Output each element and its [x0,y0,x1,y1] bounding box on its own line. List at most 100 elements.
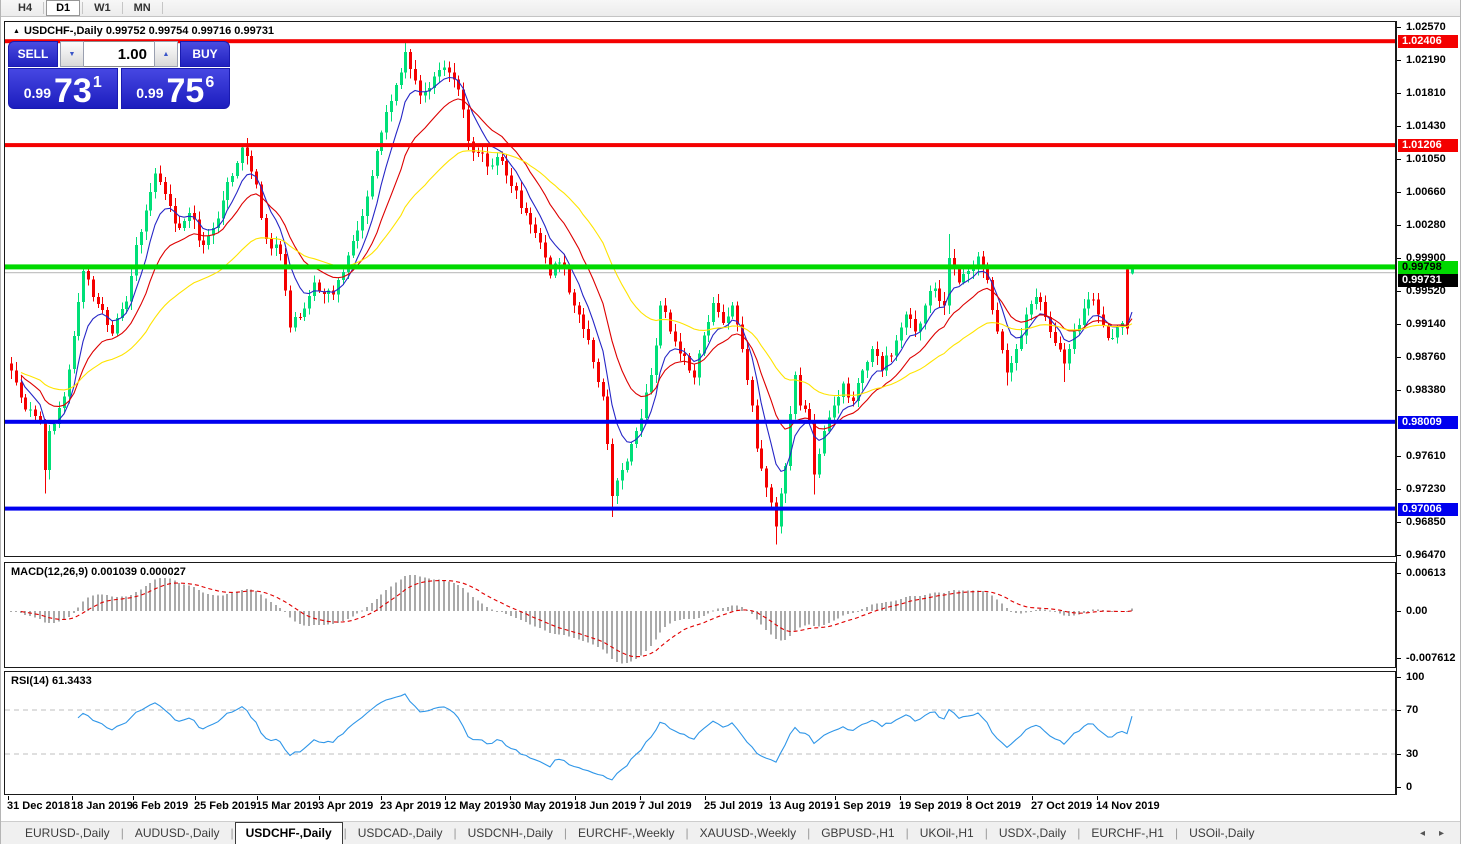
axis-tick [1397,555,1401,557]
tab-usdchf-daily[interactable]: USDCHF-,Daily [234,821,343,844]
axis-tick [1397,787,1401,788]
axis-tick [1397,27,1401,28]
date-axis-tick [257,796,258,800]
date-axis-tick [770,796,771,800]
timeframe-button-d1[interactable]: D1 [46,0,81,16]
tab-eurchf-h1[interactable]: EURCHF-,H1 [1091,825,1164,840]
tab-usoil-daily[interactable]: USOil-,Daily [1189,825,1255,840]
tab-usdcad-daily[interactable]: USDCAD-,Daily [357,825,443,840]
axis-tick [1397,225,1401,227]
buy-button[interactable]: BUY [180,41,230,67]
volume-increase-icon[interactable]: ▲ [154,41,178,67]
buy-price-display[interactable]: 0.99 75 6 [120,68,230,109]
price-axis-label: 1.01050 [1406,152,1446,165]
macd-chart-svg [10,574,1133,664]
chart-title: ▲ USDCHF-,Daily 0.99752 0.99754 0.99716 0… [13,25,274,37]
axis-tick [1397,389,1401,391]
date-axis-label: 15 Mar 2019 [256,800,319,812]
toolbar-separator [43,2,45,14]
price-axis-label: 1.02190 [1406,53,1446,66]
tab-usdcnh-daily[interactable]: USDCNH-,Daily [467,825,553,840]
chart-title-text: USDCHF-,Daily 0.99752 0.99754 0.99716 0.… [23,25,275,37]
rsi-axis-label: 0 [1406,781,1413,793]
volume-decrease-icon[interactable]: ▼ [60,41,84,67]
tab-separator: | [807,826,811,840]
level-price-badge: 1.01206 [1398,139,1458,153]
price-axis-label: 0.99140 [1406,317,1446,330]
timeframe-button-h4[interactable]: H4 [18,1,33,14]
tab-separator: | [343,826,347,840]
price-axis-label: 0.98760 [1406,350,1446,363]
volume-stepper: ▼ ▲ [60,41,178,67]
sell-price-pip: 1 [92,74,102,91]
price-chart-pane[interactable] [4,21,1396,557]
axis-tick [1397,59,1401,61]
tabbar-scroll-left-icon[interactable]: ◂ [1419,827,1425,839]
axis-tick [1397,158,1401,160]
date-axis-label: 3 Apr 2019 [318,800,374,812]
date-axis-label: 14 Nov 2019 [1096,800,1160,812]
date-axis-label: 7 Jul 2019 [639,800,692,812]
level-price-badge: 0.98009 [1398,415,1458,429]
date-axis-tick [1097,796,1098,800]
timeframe-button-w1[interactable]: W1 [94,1,111,14]
tab-gbpusd-h1[interactable]: GBPUSD-,H1 [821,825,895,840]
price-axis[interactable]: 1.02570 1.02190 1.01810 1.01430 1.01050 1.006… [1396,21,1460,795]
tab-audusd-daily[interactable]: AUDUSD-,Daily [134,825,220,840]
volume-input[interactable] [84,41,154,67]
macd-axis-label: -0.007612 [1406,652,1456,665]
date-axis-label: 18 Jun 2019 [574,800,637,812]
timeframe-button-mn[interactable]: MN [133,1,151,14]
date-axis-tick [381,796,382,800]
price-axis-label: 0.98380 [1406,383,1446,396]
date-axis-tick [705,796,706,800]
sell-price-display[interactable]: 0.99 73 1 [8,68,118,109]
tab-separator: | [905,826,909,840]
sell-button[interactable]: SELL [8,41,58,67]
tab-separator: | [1174,826,1179,840]
axis-tick [1397,92,1401,94]
rsi-indicator-pane[interactable] [4,671,1396,795]
date-axis-label: 18 Jan 2019 [71,800,133,812]
tab-eurchf-weekly[interactable]: EURCHF-,Weekly [578,825,675,840]
date-axis-label: 30 May 2019 [509,800,574,812]
price-axis-label: 0.99520 [1406,285,1446,297]
macd-indicator-pane[interactable] [4,562,1396,668]
date-axis-tick [195,796,196,800]
price-axis-label: 1.02570 [1406,21,1446,33]
axis-tick [1397,677,1401,678]
tab-usdx-daily[interactable]: USDX-,Daily [998,825,1067,840]
sell-price-prefix: 0.99 [23,85,51,101]
tab-ukoil-h1[interactable]: UKOil-,H1 [919,825,974,840]
axis-tick [1397,611,1401,612]
tabbar-scroll-right-icon[interactable]: ▸ [1438,827,1444,839]
date-axis[interactable]: 31 Dec 2018 18 Jan 2019 6 Feb 2019 25 Feb 2… [4,796,1396,819]
date-axis-label: 1 Sep 2019 [834,800,891,812]
tab-separator: | [453,826,457,840]
chart-collapse-icon[interactable]: ▲ [13,28,20,35]
axis-tick [1397,323,1401,325]
date-axis-label: 23 Apr 2019 [380,800,442,812]
axis-tick [1397,291,1401,292]
date-axis-label: 12 May 2019 [444,800,509,812]
date-axis-label: 27 Oct 2019 [1031,800,1093,812]
sell-price-main: 73 [54,71,92,110]
axis-tick [1397,658,1401,660]
date-axis-tick [1032,796,1033,800]
axis-tick [1397,258,1401,260]
price-axis-label: 0.96850 [1406,516,1446,529]
date-axis-label: 25 Jul 2019 [704,800,763,812]
current-price-badge: 0.99731 [1398,273,1458,287]
tabbar-scroll-arrows: ◂ ▸ [1420,828,1444,839]
tab-xauusd-weekly[interactable]: XAUUSD-,Weekly [699,825,797,840]
axis-tick [1397,125,1401,127]
tab-eurusd-daily[interactable]: EURUSD-,Daily [25,825,110,840]
price-axis-label: 1.01810 [1406,86,1446,99]
date-axis-tick [900,796,901,800]
macd-axis-label: 0.00 [1406,605,1428,617]
tab-separator: | [120,826,124,840]
tab-separator: | [230,826,234,840]
date-axis-tick [640,796,641,800]
axis-tick [1397,356,1401,358]
